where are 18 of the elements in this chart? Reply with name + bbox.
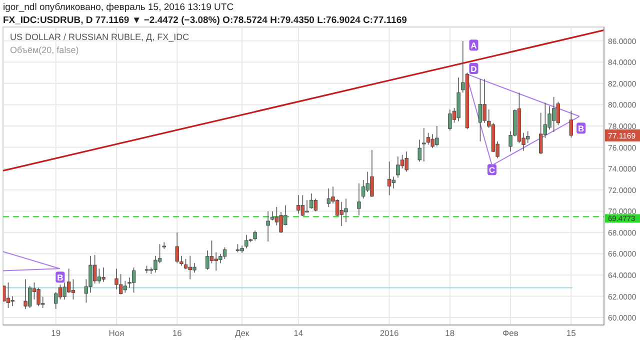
annotation: D — [470, 64, 477, 74]
x-tick-label: Дек — [234, 328, 250, 338]
text: Объём(20, false) — [10, 45, 79, 55]
x-tick-label: Ноя — [108, 328, 125, 338]
x-tick-label: Фев — [502, 328, 519, 338]
x-tick-label: 2016 — [380, 328, 400, 338]
annotation: B — [578, 124, 584, 134]
annotation: A — [470, 40, 477, 51]
text: US DOLLAR / RUSSIAN RUBLE, Д, FX_IDC — [10, 32, 190, 42]
x-tick-label: 14 — [294, 328, 304, 338]
x-tick-label: 19 — [51, 328, 61, 338]
annotation: B — [57, 272, 64, 283]
x-tick-label: 15 — [566, 328, 576, 338]
x-tick-label: 18 — [445, 328, 455, 338]
text: FX_IDC:USDRUB, D 77.1169 ▼ −2.4472 (−3.08%) O:78.5724 H:79.4350 L:76.9024 C:77.1169 — [3, 15, 407, 26]
text: igor_ndl опубликовано, февраль 15, 2016 13:19 UTC — [3, 2, 234, 13]
x-tick-label: 16 — [172, 328, 182, 338]
annotation: C — [488, 165, 496, 176]
